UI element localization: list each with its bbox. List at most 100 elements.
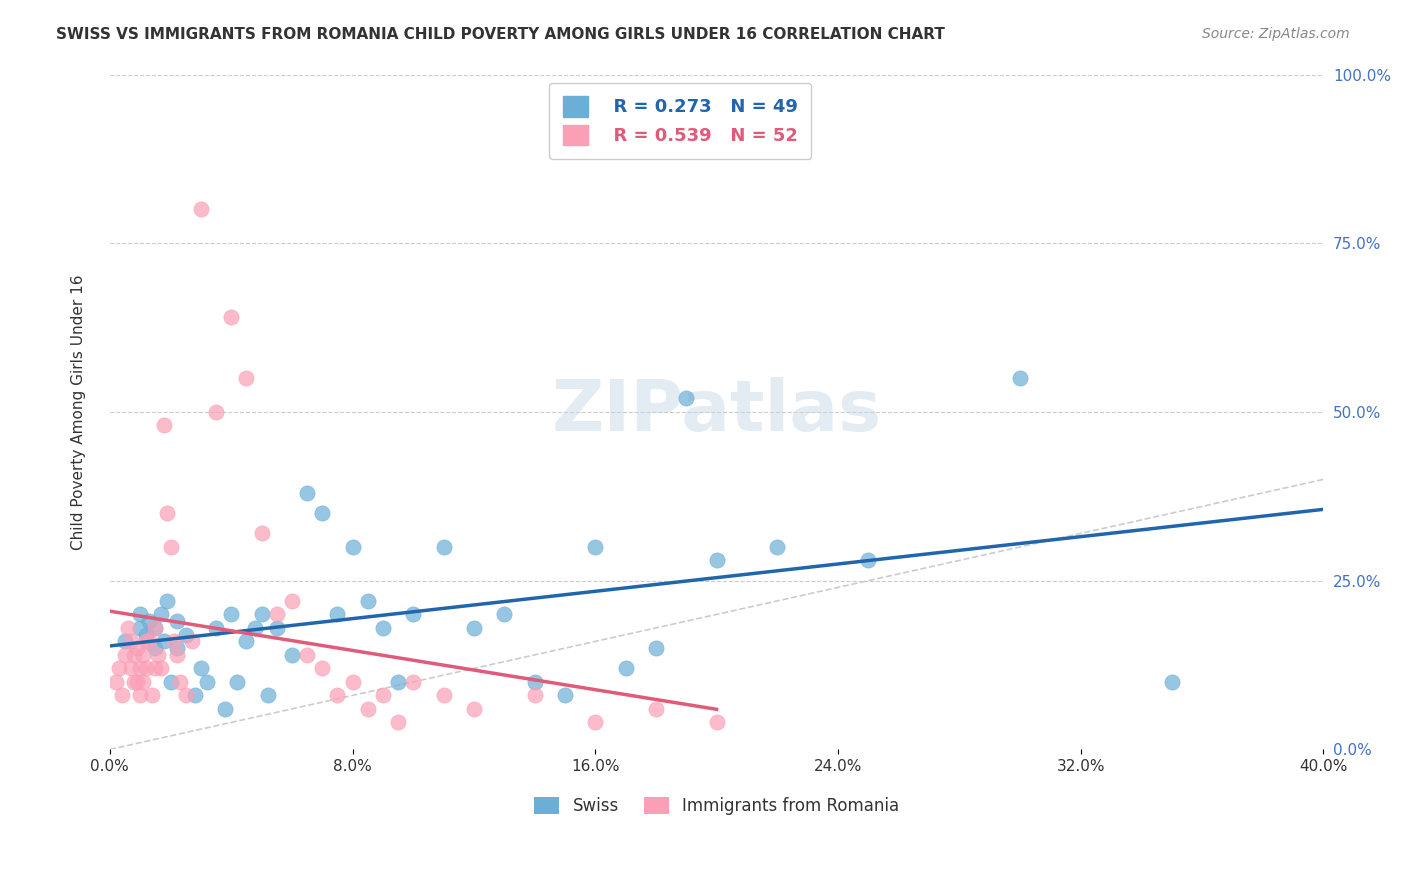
Point xyxy=(114,634,136,648)
Point xyxy=(104,674,127,689)
Point xyxy=(342,540,364,554)
Point xyxy=(127,641,149,656)
Point xyxy=(1160,674,1182,689)
Point xyxy=(463,621,485,635)
Point xyxy=(858,553,880,567)
Point xyxy=(143,621,166,635)
Point xyxy=(159,540,181,554)
Point xyxy=(357,594,380,608)
Point xyxy=(266,607,288,622)
Point xyxy=(184,689,207,703)
Point xyxy=(583,715,606,730)
Point xyxy=(135,628,157,642)
Point xyxy=(706,553,728,567)
Point xyxy=(1008,371,1031,385)
Point xyxy=(156,506,179,520)
Point xyxy=(153,634,176,648)
Point xyxy=(143,661,166,675)
Point xyxy=(114,648,136,662)
Point xyxy=(166,648,188,662)
Text: ZIPatlas: ZIPatlas xyxy=(551,377,882,447)
Point xyxy=(162,634,184,648)
Point xyxy=(583,540,606,554)
Point xyxy=(402,674,425,689)
Point xyxy=(226,674,249,689)
Point xyxy=(174,689,197,703)
Point xyxy=(387,715,409,730)
Legend: Swiss, Immigrants from Romania: Swiss, Immigrants from Romania xyxy=(527,790,905,822)
Point xyxy=(127,674,149,689)
Point xyxy=(281,648,304,662)
Point xyxy=(129,661,152,675)
Point xyxy=(523,689,546,703)
Point xyxy=(166,614,188,628)
Text: Source: ZipAtlas.com: Source: ZipAtlas.com xyxy=(1202,27,1350,41)
Point xyxy=(371,689,394,703)
Point xyxy=(766,540,789,554)
Point xyxy=(205,405,228,419)
Point xyxy=(117,621,139,635)
Point xyxy=(129,689,152,703)
Point xyxy=(432,689,454,703)
Point xyxy=(159,674,181,689)
Point xyxy=(174,628,197,642)
Point xyxy=(281,594,304,608)
Point xyxy=(141,689,163,703)
Point xyxy=(250,607,273,622)
Point xyxy=(190,202,212,217)
Point xyxy=(295,648,318,662)
Point xyxy=(326,607,349,622)
Point xyxy=(706,715,728,730)
Point xyxy=(235,634,257,648)
Point xyxy=(205,621,228,635)
Text: SWISS VS IMMIGRANTS FROM ROMANIA CHILD POVERTY AMONG GIRLS UNDER 16 CORRELATION : SWISS VS IMMIGRANTS FROM ROMANIA CHILD P… xyxy=(56,27,945,42)
Point xyxy=(523,674,546,689)
Point xyxy=(644,702,666,716)
Point xyxy=(150,661,173,675)
Point xyxy=(108,661,131,675)
Point xyxy=(675,392,697,406)
Point xyxy=(166,641,188,656)
Point xyxy=(135,634,157,648)
Point xyxy=(111,689,134,703)
Point xyxy=(371,621,394,635)
Point xyxy=(135,661,157,675)
Point xyxy=(143,641,166,656)
Point xyxy=(311,506,333,520)
Point xyxy=(295,486,318,500)
Point xyxy=(266,621,288,635)
Point xyxy=(250,526,273,541)
Point xyxy=(156,594,179,608)
Point xyxy=(235,371,257,385)
Point xyxy=(219,310,242,325)
Point xyxy=(190,661,212,675)
Point xyxy=(219,607,242,622)
Point xyxy=(494,607,516,622)
Point xyxy=(143,621,166,635)
Point xyxy=(122,674,145,689)
Point xyxy=(644,641,666,656)
Point xyxy=(342,674,364,689)
Point xyxy=(148,648,170,662)
Point xyxy=(357,702,380,716)
Point xyxy=(120,634,142,648)
Point xyxy=(463,702,485,716)
Point xyxy=(402,607,425,622)
Point xyxy=(614,661,637,675)
Point xyxy=(153,418,176,433)
Point xyxy=(122,648,145,662)
Point xyxy=(387,674,409,689)
Y-axis label: Child Poverty Among Girls Under 16: Child Poverty Among Girls Under 16 xyxy=(72,274,86,549)
Point xyxy=(195,674,218,689)
Point xyxy=(554,689,576,703)
Point xyxy=(132,674,155,689)
Point xyxy=(214,702,236,716)
Point xyxy=(169,674,191,689)
Point xyxy=(432,540,454,554)
Point xyxy=(326,689,349,703)
Point xyxy=(256,689,278,703)
Point xyxy=(120,661,142,675)
Point xyxy=(129,607,152,622)
Point xyxy=(138,614,160,628)
Point xyxy=(245,621,267,635)
